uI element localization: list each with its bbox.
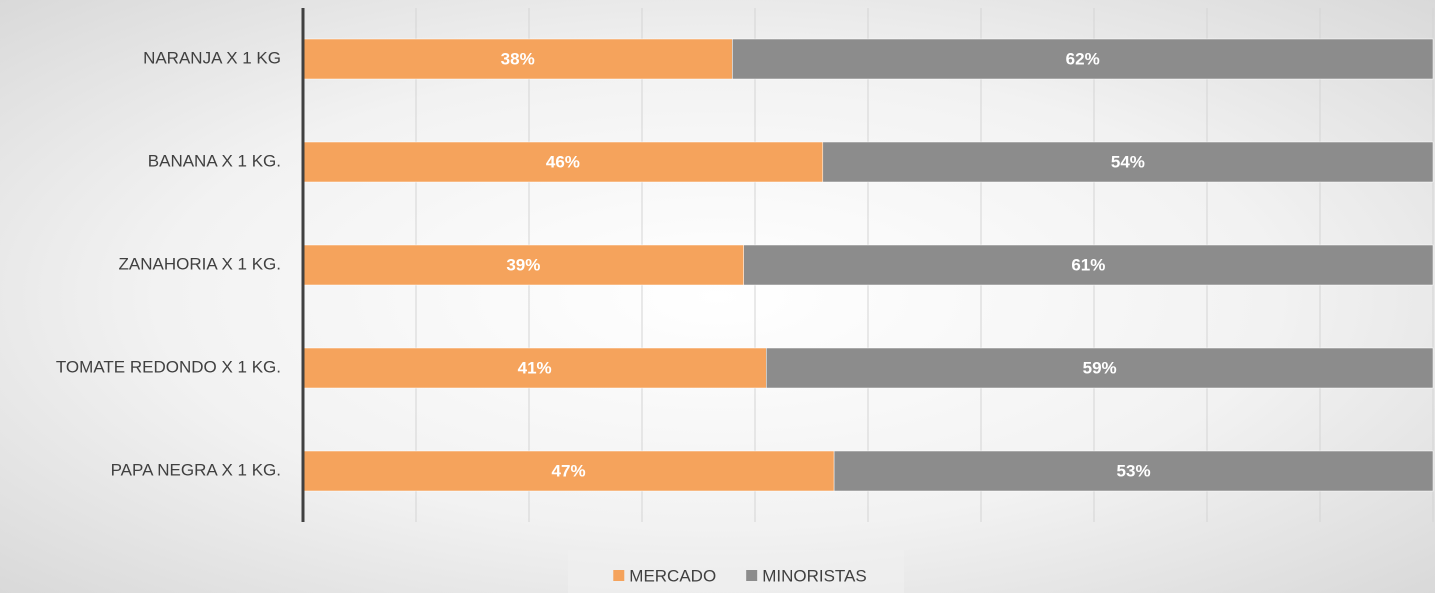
y-tick-label: NARANJA X 1 KG	[143, 48, 281, 67]
data-label: 38%	[501, 49, 535, 68]
y-tick-label: BANANA X 1 KG.	[148, 151, 281, 170]
data-label: 54%	[1111, 152, 1145, 171]
data-label: 53%	[1117, 461, 1151, 480]
data-label: 62%	[1066, 49, 1100, 68]
legend-label: MINORISTAS	[762, 566, 867, 585]
legend-label: MERCADO	[629, 566, 716, 585]
bar-segment	[766, 347, 1434, 389]
bar-segment	[302, 450, 835, 492]
bar-segment	[833, 450, 1434, 492]
bar-segment	[302, 38, 733, 80]
y-tick-label: PAPA NEGRA X 1 KG.	[111, 460, 281, 479]
data-label: 46%	[546, 152, 580, 171]
data-label: 61%	[1071, 255, 1105, 274]
data-label: 41%	[518, 358, 552, 377]
y-tick-label: TOMATE REDONDO X 1 KG.	[56, 357, 281, 376]
y-tick-label: ZANAHORIA X 1 KG.	[119, 254, 282, 273]
bar-segment	[822, 141, 1434, 183]
data-label: 47%	[552, 461, 586, 480]
bar-segment	[302, 244, 744, 286]
legend-swatch	[746, 570, 758, 581]
data-label: 39%	[506, 255, 540, 274]
bar-segment	[302, 347, 767, 389]
data-label: 59%	[1083, 358, 1117, 377]
bar-segment	[732, 38, 1434, 80]
bar-segment	[743, 244, 1434, 286]
legend-swatch	[613, 570, 625, 581]
